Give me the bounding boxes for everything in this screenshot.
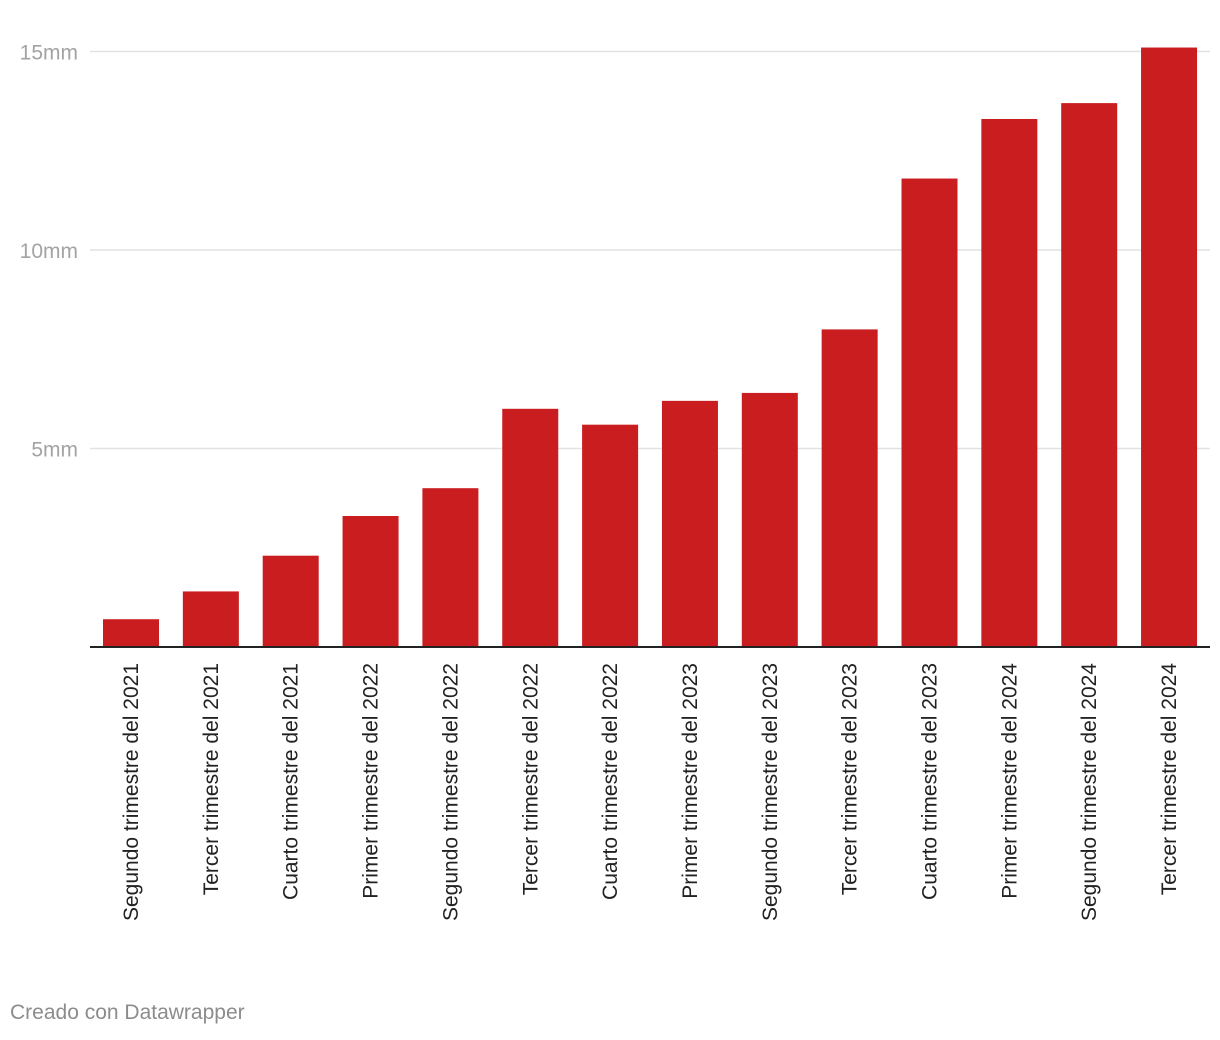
bar[interactable] <box>981 118 1038 648</box>
y-axis-tick-labels: 5mm 10mm 15mm <box>20 42 78 462</box>
bar[interactable] <box>342 515 399 647</box>
x-tick-label: Tercer trimestre del 2023 <box>839 663 862 895</box>
x-tick-label: Cuarto trimestre del 2023 <box>919 663 942 900</box>
datawrapper-credit[interactable]: Creado con Datawrapper <box>10 1001 245 1024</box>
bar[interactable] <box>661 400 718 647</box>
y-tick-label: 5mm <box>31 439 78 462</box>
bar[interactable] <box>741 392 798 647</box>
bar[interactable] <box>103 619 159 647</box>
bar[interactable] <box>502 408 559 647</box>
bar[interactable] <box>901 178 958 648</box>
bar[interactable] <box>582 424 639 647</box>
x-tick-label: Tercer trimestre del 2022 <box>519 663 542 895</box>
bar[interactable] <box>1141 47 1198 647</box>
bar[interactable] <box>422 488 479 647</box>
x-tick-label: Segundo trimestre del 2024 <box>1078 663 1101 921</box>
x-tick-label: Primer trimestre del 2023 <box>679 663 702 899</box>
x-tick-label: Segundo trimestre del 2022 <box>439 663 462 921</box>
x-tick-label: Segundo trimestre del 2021 <box>120 663 143 921</box>
x-tick-label: Cuarto trimestre del 2021 <box>280 663 303 900</box>
x-tick-label: Tercer trimestre del 2024 <box>1158 663 1181 896</box>
y-tick-label: 10mm <box>20 240 78 263</box>
x-tick-label: Primer trimestre del 2024 <box>998 663 1021 899</box>
y-tick-label: 15mm <box>20 42 78 65</box>
bar[interactable] <box>262 555 319 647</box>
x-tick-label: Segundo trimestre del 2023 <box>759 663 782 921</box>
bar[interactable] <box>1061 103 1118 648</box>
bar[interactable] <box>821 329 878 647</box>
x-tick-label: Primer trimestre del 2022 <box>360 663 383 899</box>
x-tick-label: Tercer trimestre del 2021 <box>200 663 223 895</box>
bars <box>103 47 1198 648</box>
bar[interactable] <box>182 591 239 647</box>
grid-lines <box>90 50 1210 450</box>
x-axis-tick-labels: Segundo trimestre del 2021 Tercer trimest… <box>120 663 1181 921</box>
x-tick-label: Cuarto trimestre del 2022 <box>599 663 622 900</box>
